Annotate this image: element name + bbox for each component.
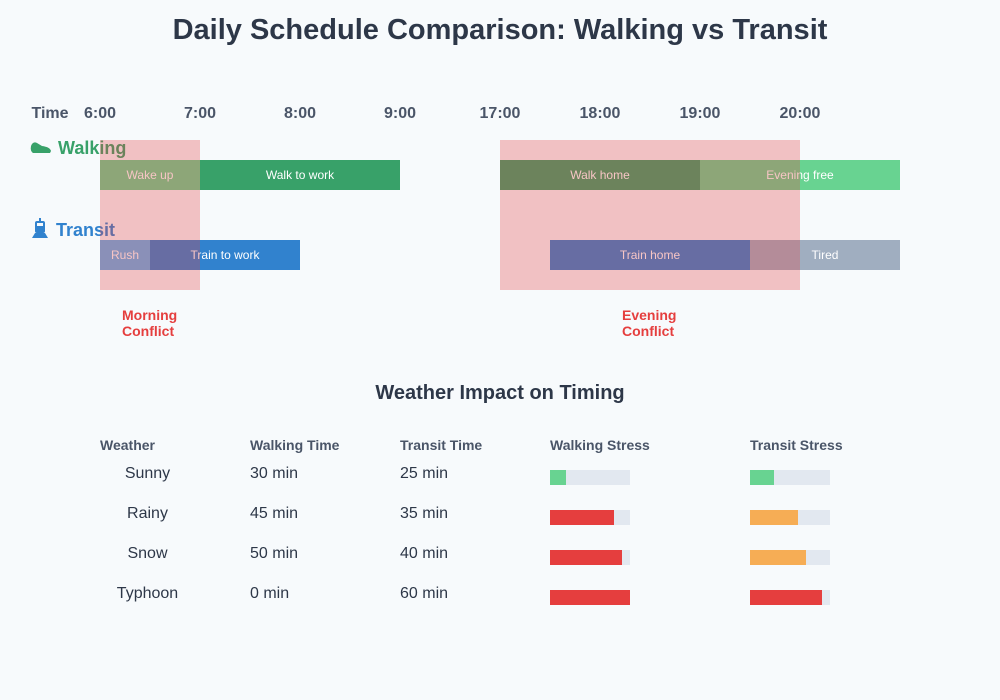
weather-cell: Sunny [124,465,171,482]
transit-time-cell: 60 min [400,585,449,602]
time-tick: 20:00 [779,105,821,122]
transit-stress-bar [750,470,830,485]
conflict-zone [500,140,800,290]
column-header: Walking Stress [550,437,650,453]
schedule-bar: Rush [100,240,150,270]
schedule-bar: Tired [750,240,900,270]
weather-cell: Snow [127,545,168,562]
transit-stress-bar [750,590,830,605]
row-label-text: Walking [58,138,127,158]
train-icon [30,218,50,242]
walking-time-cell: 0 min [250,585,290,602]
weather-cell: Typhoon [116,585,179,602]
time-axis-label: Time [31,105,69,122]
transit-stress-fill [750,590,822,605]
transit-stress-fill [750,510,798,525]
row-label-walking: Walking [30,138,126,158]
walking-time-cell: 45 min [250,505,299,522]
schedule-bar: Walk to work [200,160,400,190]
walk-stress-fill [550,550,622,565]
time-tick: 6:00 [83,105,117,122]
walk-stress-fill [550,470,566,485]
conflict-zone [100,140,200,290]
schedule-bar: Train to work [150,240,300,270]
schedule-bar: Walk home [500,160,700,190]
walk-stress-fill [550,510,614,525]
transit-stress-bar [750,510,830,525]
time-tick: 18:00 [579,105,621,122]
transit-time-cell: 25 min [400,465,449,482]
column-header: Weather [100,437,155,453]
time-tick: 19:00 [679,105,721,122]
column-header: Transit Stress [750,437,843,453]
row-label-transit: Transit [30,218,115,242]
time-tick: 8:00 [283,105,317,122]
column-header: Walking Time [250,437,340,453]
transit-stress-fill [750,470,774,485]
time-tick: 9:00 [383,105,417,122]
transit-stress-bar [750,550,830,565]
walk-stress-bar [550,470,630,485]
transit-stress-fill [750,550,806,565]
walking-time-cell: 30 min [250,465,299,482]
time-tick: 7:00 [183,105,217,122]
page-title: Daily Schedule Comparison: Walking vs Tr… [172,14,828,46]
schedule-bar: Wake up [100,160,200,190]
conflict-label: Morning Conflict [122,307,178,339]
walk-stress-bar [550,590,630,605]
transit-time-cell: 35 min [400,505,449,522]
schedule-bar: Train home [550,240,750,270]
shoe-icon [30,138,52,158]
weather-title: Weather Impact on Timing [375,382,625,404]
column-header: Transit Time [400,437,483,453]
walk-stress-fill [550,590,630,605]
time-tick: 17:00 [479,105,521,122]
walking-time-cell: 50 min [250,545,299,562]
row-label-text: Transit [56,220,116,240]
walk-stress-bar [550,550,630,565]
transit-time-cell: 40 min [400,545,449,562]
schedule-bar: Evening free [700,160,900,190]
weather-cell: Rainy [127,505,168,522]
walk-stress-bar [550,510,630,525]
conflict-label: Evening Conflict [622,307,677,339]
